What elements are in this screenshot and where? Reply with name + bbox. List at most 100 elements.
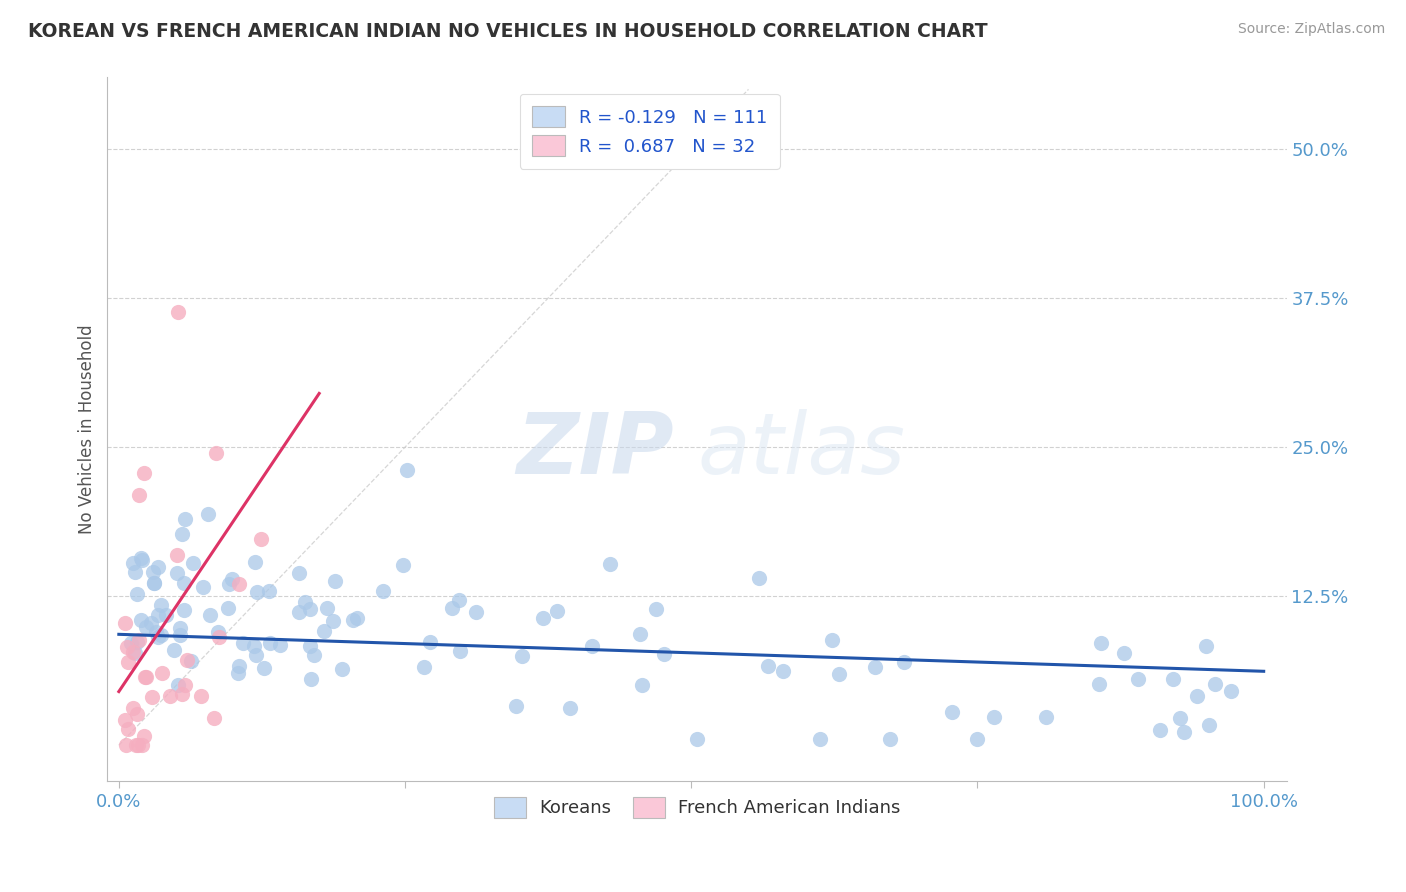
Point bbox=[166, 549, 188, 563]
Point bbox=[117, 722, 139, 736]
Point bbox=[114, 713, 136, 727]
Point bbox=[127, 738, 149, 752]
Point bbox=[599, 557, 621, 571]
Point bbox=[117, 640, 139, 654]
Point bbox=[941, 706, 963, 720]
Point bbox=[505, 698, 527, 713]
Point bbox=[198, 608, 221, 623]
Point bbox=[772, 664, 794, 678]
Point bbox=[228, 577, 250, 591]
Point bbox=[250, 533, 273, 547]
Point bbox=[142, 576, 165, 591]
Point bbox=[122, 701, 145, 715]
Point bbox=[174, 512, 197, 526]
Point bbox=[302, 648, 325, 662]
Point bbox=[125, 738, 148, 752]
Point bbox=[145, 625, 167, 640]
Point bbox=[808, 732, 831, 747]
Point bbox=[330, 662, 353, 676]
Point bbox=[135, 670, 157, 684]
Point bbox=[298, 639, 321, 653]
Point bbox=[581, 639, 603, 653]
Point bbox=[217, 600, 239, 615]
Point bbox=[628, 627, 651, 641]
Point bbox=[346, 611, 368, 625]
Point bbox=[546, 604, 568, 618]
Point bbox=[146, 608, 169, 623]
Point bbox=[966, 732, 988, 747]
Point bbox=[1204, 676, 1226, 690]
Point bbox=[315, 600, 337, 615]
Point bbox=[1185, 690, 1208, 704]
Point bbox=[120, 636, 142, 650]
Point bbox=[449, 643, 471, 657]
Point bbox=[1114, 646, 1136, 660]
Point bbox=[155, 608, 177, 623]
Point bbox=[190, 689, 212, 703]
Point bbox=[167, 305, 190, 319]
Point bbox=[245, 584, 267, 599]
Point bbox=[299, 672, 322, 686]
Text: ZIP: ZIP bbox=[516, 409, 673, 491]
Point bbox=[141, 690, 163, 704]
Point bbox=[128, 488, 150, 502]
Point bbox=[221, 572, 243, 586]
Point bbox=[245, 648, 267, 662]
Point bbox=[288, 566, 311, 580]
Point bbox=[560, 701, 582, 715]
Point bbox=[128, 632, 150, 647]
Point bbox=[169, 628, 191, 642]
Y-axis label: No Vehicles in Household: No Vehicles in Household bbox=[79, 325, 96, 534]
Point bbox=[631, 678, 654, 692]
Point bbox=[114, 615, 136, 630]
Point bbox=[141, 615, 163, 630]
Point bbox=[148, 560, 170, 574]
Point bbox=[419, 635, 441, 649]
Point bbox=[180, 654, 202, 668]
Point bbox=[531, 611, 554, 625]
Point bbox=[134, 670, 156, 684]
Point bbox=[124, 646, 146, 660]
Point bbox=[125, 634, 148, 648]
Point bbox=[166, 678, 188, 692]
Point bbox=[756, 659, 779, 673]
Point bbox=[242, 639, 264, 653]
Point bbox=[1035, 710, 1057, 724]
Point bbox=[129, 613, 152, 627]
Point bbox=[821, 632, 844, 647]
Point bbox=[447, 593, 470, 607]
Point bbox=[983, 710, 1005, 724]
Legend: Koreans, French American Indians: Koreans, French American Indians bbox=[486, 789, 907, 825]
Point bbox=[1149, 723, 1171, 737]
Point bbox=[1220, 683, 1243, 698]
Point bbox=[645, 601, 668, 615]
Point bbox=[202, 711, 225, 725]
Point bbox=[125, 587, 148, 601]
Point bbox=[218, 577, 240, 591]
Point bbox=[132, 729, 155, 743]
Point bbox=[392, 558, 415, 572]
Point bbox=[149, 628, 172, 642]
Point bbox=[173, 603, 195, 617]
Point bbox=[115, 738, 138, 752]
Point bbox=[323, 574, 346, 588]
Point bbox=[371, 584, 394, 599]
Point bbox=[117, 655, 139, 669]
Point bbox=[131, 553, 153, 567]
Point bbox=[652, 648, 675, 662]
Point bbox=[121, 645, 143, 659]
Point bbox=[879, 732, 901, 747]
Text: KOREAN VS FRENCH AMERICAN INDIAN NO VEHICLES IN HOUSEHOLD CORRELATION CHART: KOREAN VS FRENCH AMERICAN INDIAN NO VEHI… bbox=[28, 22, 988, 41]
Point bbox=[1088, 677, 1111, 691]
Point bbox=[146, 631, 169, 645]
Point bbox=[191, 580, 214, 594]
Point bbox=[228, 659, 250, 673]
Point bbox=[142, 576, 165, 591]
Point bbox=[150, 665, 173, 680]
Point bbox=[176, 653, 198, 667]
Point bbox=[1198, 718, 1220, 732]
Point bbox=[173, 576, 195, 591]
Point bbox=[1195, 639, 1218, 653]
Point bbox=[412, 660, 434, 674]
Point bbox=[159, 689, 181, 703]
